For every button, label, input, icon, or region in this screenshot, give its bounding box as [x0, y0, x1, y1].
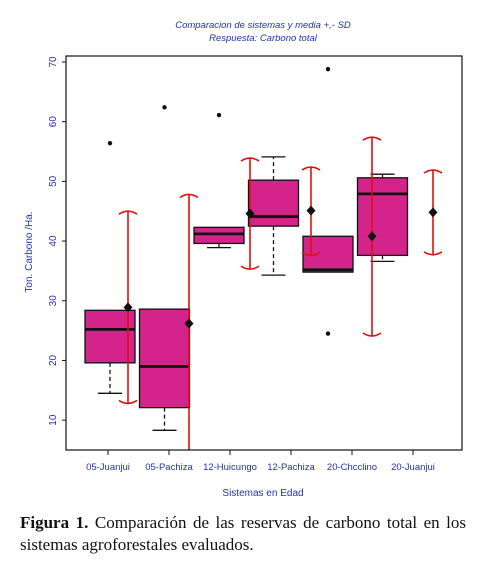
sd-cap-high	[301, 166, 321, 171]
y-axis-label: Ton. Carbono /Ha.	[24, 211, 35, 292]
sd-cap-low	[240, 265, 260, 270]
chart: Comparacion de sistemas y media +,- SD R…	[24, 20, 463, 499]
x-tick-label: 20-Juanjui	[391, 462, 435, 473]
plot-marks	[84, 66, 443, 456]
y-tick-label: 20	[48, 354, 59, 366]
sd-cap-high	[179, 193, 199, 199]
x-tick-label: 05-Juanjui	[86, 462, 130, 473]
x-tick-label: 05-Pachiza	[145, 462, 193, 473]
mean-marker	[306, 205, 316, 216]
chart-title: Comparacion de sistemas y media +,- SD	[175, 20, 351, 31]
mean-marker	[367, 231, 377, 242]
box	[247, 179, 300, 227]
y-tick-label: 30	[48, 295, 59, 307]
mean-marker	[123, 302, 133, 313]
box	[193, 226, 245, 245]
chart-svg: Comparacion de sistemas y media +,- SD R…	[24, 20, 463, 499]
sd-cap-low	[362, 332, 382, 337]
chart-subtitle: Respuesta: Carbono total	[209, 33, 318, 44]
x-axis-label: Sistemas en Edad	[222, 488, 303, 499]
mean-marker	[184, 318, 194, 329]
y-tick-label: 50	[48, 175, 59, 187]
x-tick-label: 12-Huicungo	[203, 462, 257, 473]
mean-marker	[245, 208, 255, 219]
x-tick-label: 20-Chcclino	[327, 462, 377, 473]
outlier-point	[325, 331, 331, 336]
mean-marker	[428, 207, 438, 218]
y-tick-label: 10	[48, 414, 59, 426]
sd-cap-low	[423, 251, 443, 256]
outlier-point	[162, 105, 167, 110]
sd-cap-low	[180, 453, 198, 456]
plot-frame	[65, 55, 463, 451]
sd-cap-high	[423, 169, 443, 174]
caption-text: Comparación de las reservas de carbono t…	[20, 513, 467, 554]
outlier-point	[107, 140, 113, 146]
sd-cap-high	[362, 136, 382, 141]
box	[138, 308, 191, 409]
sd-cap-low	[301, 251, 321, 257]
box	[356, 177, 409, 257]
box	[84, 309, 136, 364]
caption-label: Figura 1.	[20, 513, 89, 532]
y-tick-label: 70	[48, 56, 59, 68]
outlier-point	[325, 66, 331, 72]
sd-cap-high	[118, 210, 138, 215]
outlier-point	[216, 112, 222, 118]
x-tick-label: 12-Pachiza	[267, 462, 315, 473]
sd-cap-high	[240, 157, 260, 162]
figure-caption: Figura 1. Comparación de las reservas de…	[20, 512, 466, 556]
y-tick-label: 40	[48, 235, 59, 247]
plot-area: 10 20 30 40 50 60 70 05-Juanjui 05-Pachiza 12-Hui…	[48, 55, 463, 473]
y-tick-label: 60	[48, 116, 59, 128]
sd-cap-low	[118, 399, 138, 405]
